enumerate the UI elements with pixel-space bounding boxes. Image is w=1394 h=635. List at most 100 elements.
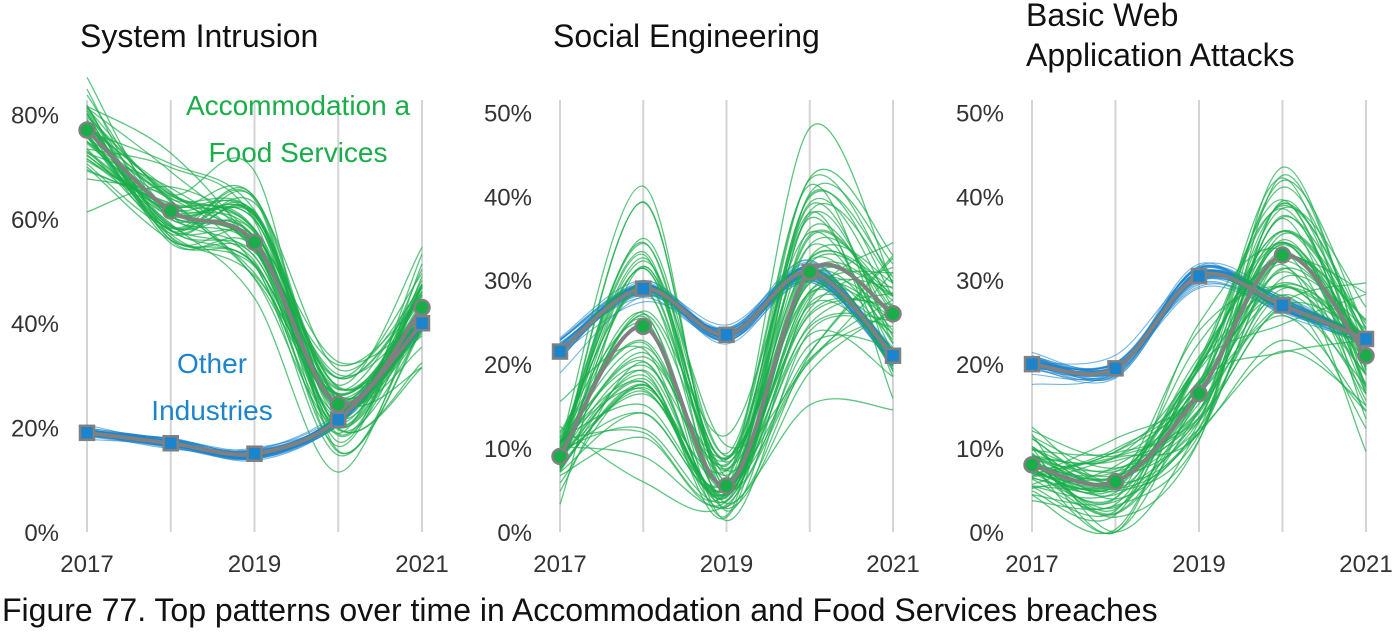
band-line [559, 312, 894, 522]
median-line-industry [85, 128, 424, 407]
band-line [86, 122, 423, 455]
data-point-other [413, 314, 431, 332]
x-tick-label: 2019 [1172, 551, 1225, 578]
band-line [86, 132, 423, 443]
y-tick-label: 60% [11, 207, 59, 234]
y-tick-label: 20% [956, 352, 1004, 379]
y-tick-label: 80% [11, 102, 59, 129]
band-line [1031, 339, 1367, 535]
band-line [559, 256, 894, 472]
panel-title: System Intrusion [80, 18, 318, 54]
chart-panel-3: Basic Web Application Attacks 0% 10% 20% 30% 4… [956, 0, 1393, 578]
band-line [559, 297, 894, 497]
data-point-industry [1190, 384, 1208, 403]
data-point-industry [1023, 456, 1041, 474]
band-line [559, 266, 894, 476]
band-line [86, 88, 423, 429]
y-tick-label: 30% [956, 268, 1004, 295]
data-point-industry [329, 395, 347, 413]
series-band-industry [559, 123, 894, 522]
band-line [559, 190, 894, 470]
data-point-industry [413, 298, 431, 317]
band-line [1031, 203, 1367, 490]
y-tick-label: 50% [956, 100, 1004, 127]
data-point-industry [78, 121, 96, 139]
band-line [559, 288, 894, 466]
x-tick-label: 2021 [866, 551, 919, 578]
data-point-industry [884, 305, 902, 323]
series-label-other: Other Industries [151, 348, 272, 426]
data-point-other [635, 280, 652, 297]
band-line [1031, 260, 1367, 495]
band-line [86, 158, 423, 473]
panel-title: Basic Web Application Attacks [1026, 0, 1295, 73]
data-point-other [246, 445, 263, 462]
band-line [1031, 230, 1367, 504]
band-line [1031, 286, 1367, 494]
band-line [1031, 199, 1367, 465]
y-tick-label: 30% [484, 268, 532, 295]
data-point-other [1023, 355, 1041, 373]
data-point-other [162, 435, 179, 452]
data-point-industry [634, 317, 652, 336]
y-tick-label: 40% [11, 311, 59, 338]
band-line [559, 398, 894, 509]
data-point-other [1274, 297, 1291, 314]
x-tick-label: 2021 [395, 551, 448, 578]
data-point-other [884, 347, 902, 365]
data-point-industry [717, 477, 736, 495]
band-line [559, 253, 894, 512]
x-tick-label: 2021 [1339, 551, 1392, 578]
data-point-industry [551, 447, 569, 466]
band-line [559, 244, 894, 520]
band-line [559, 308, 894, 510]
band-line [559, 230, 894, 458]
chart-panel-1: System Intrusion 0% 20% 40% 60% 80% 2017 2019 20… [11, 18, 449, 578]
band-line [86, 152, 423, 367]
data-point-other [718, 326, 735, 344]
data-point-other [1190, 267, 1208, 285]
band-line [86, 134, 423, 403]
band-line [559, 237, 894, 463]
data-point-other [1107, 360, 1124, 377]
data-point-industry [1357, 347, 1375, 365]
y-tick-label: 20% [11, 416, 59, 443]
band-line [559, 241, 894, 491]
x-tick-label: 2019 [700, 551, 753, 578]
data-point-industry [162, 202, 180, 220]
band-line [559, 182, 894, 518]
band-line [559, 329, 894, 504]
band-line [86, 163, 423, 427]
x-tick-label: 2019 [228, 551, 281, 578]
y-tick-label: 0% [969, 520, 1004, 547]
data-point-other [1357, 330, 1375, 348]
median-line-industry [1030, 253, 1368, 487]
y-tick-label: 40% [484, 184, 532, 211]
band-line [1031, 177, 1367, 482]
data-point-industry [1273, 246, 1292, 264]
panel-title: Social Engineering [553, 18, 820, 54]
y-tick-label: 10% [956, 436, 1004, 463]
data-point-industry [245, 233, 264, 252]
band-line [559, 266, 894, 505]
y-tick-label: 0% [24, 520, 59, 547]
band-line [559, 271, 894, 500]
data-point-other [330, 411, 347, 429]
band-line [559, 260, 894, 452]
y-tick-label: 40% [956, 184, 1004, 211]
y-tick-label: 10% [484, 436, 532, 463]
band-line [86, 127, 423, 427]
y-tick-label: 20% [484, 352, 532, 379]
data-point-industry [1106, 472, 1125, 491]
x-tick-label: 2017 [1005, 551, 1058, 578]
series-label-industry: Accommodation a Food Services [186, 90, 411, 168]
data-point-other [551, 343, 569, 360]
chart-panel-2: Social Engineering 0% 10% 20% 30% 40% 50% 2017 2… [484, 18, 920, 578]
x-tick-label: 2017 [60, 551, 113, 578]
data-point-other [78, 424, 96, 442]
data-point-industry [801, 263, 819, 281]
band-line [1031, 232, 1367, 456]
figure-caption: Figure 77. Top patterns over time in Acc… [2, 592, 1158, 628]
band-line [559, 211, 894, 502]
y-tick-label: 50% [484, 100, 532, 127]
